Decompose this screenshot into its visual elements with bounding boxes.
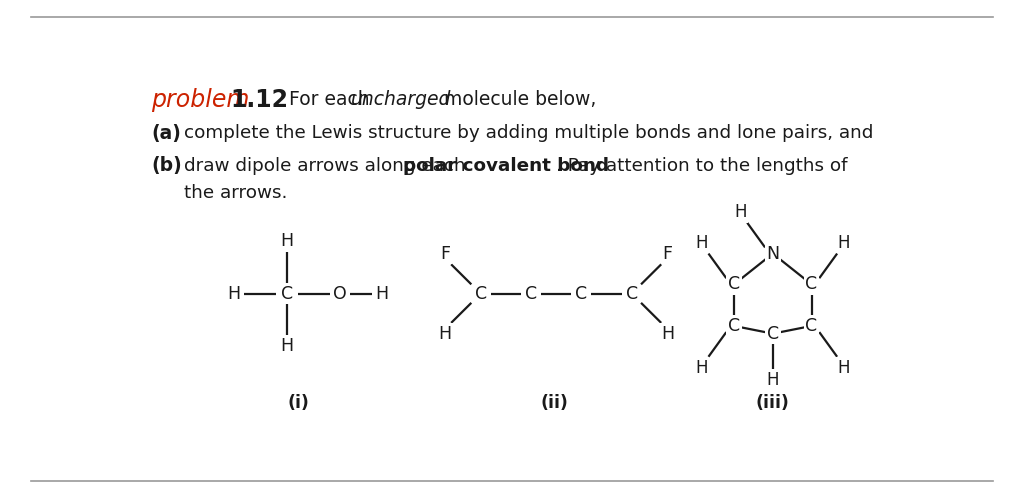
Text: C: C [626,285,638,303]
Text: (ii): (ii) [541,394,568,412]
Text: C: C [474,285,486,303]
Text: H: H [838,359,850,376]
Text: N: N [766,245,779,262]
Text: H: H [376,285,389,303]
Text: molecule below,: molecule below, [438,90,596,109]
Text: H: H [695,359,708,376]
Text: draw dipole arrows along each: draw dipole arrows along each [183,157,471,175]
Text: F: F [440,245,450,262]
Text: . Pay attention to the lengths of: . Pay attention to the lengths of [556,157,847,175]
Text: C: C [767,325,779,343]
Text: C: C [728,317,740,335]
Text: the arrows.: the arrows. [183,185,287,202]
Text: H: H [281,337,294,355]
Text: O: O [333,285,346,303]
Text: uncharged: uncharged [350,90,451,109]
Text: For each: For each [276,90,376,109]
Text: (b): (b) [152,156,182,175]
Text: H: H [438,325,452,343]
Text: C: C [806,275,817,293]
Text: C: C [525,285,537,303]
Text: C: C [728,275,740,293]
Text: problem: problem [152,88,250,112]
Text: (i): (i) [288,394,309,412]
Text: H: H [660,325,674,343]
Text: C: C [281,285,293,303]
Text: (a): (a) [152,124,181,143]
Text: H: H [695,234,708,252]
Text: H: H [281,232,294,250]
Text: C: C [806,317,817,335]
Text: (iii): (iii) [756,394,790,412]
Text: 1.12: 1.12 [230,88,289,112]
Text: C: C [575,285,588,303]
Text: complete the Lewis structure by adding multiple bonds and lone pairs, and: complete the Lewis structure by adding m… [183,124,873,142]
Text: H: H [767,371,779,389]
Text: H: H [734,203,746,221]
Text: H: H [227,285,241,303]
Text: F: F [663,245,673,262]
Text: H: H [838,234,850,252]
Text: polar covalent bond: polar covalent bond [403,157,609,175]
